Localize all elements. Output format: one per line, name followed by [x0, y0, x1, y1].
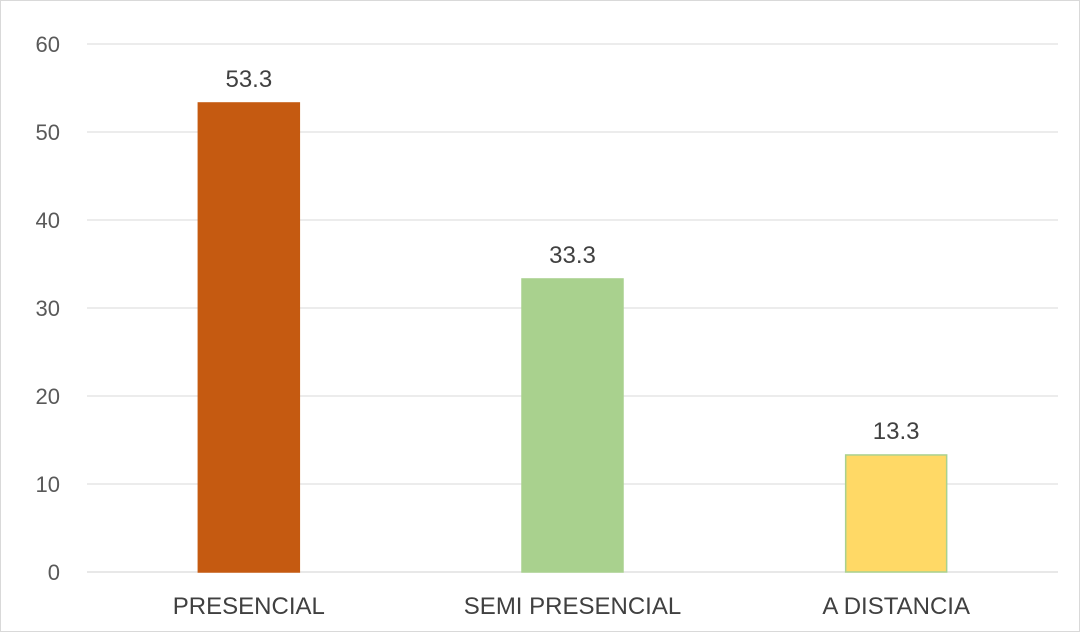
y-tick-label: 30 [36, 296, 60, 321]
x-category-label: PRESENCIAL [173, 593, 325, 620]
data-labels: 53.3 33.3 13.3 [225, 66, 919, 445]
bars [197, 102, 948, 573]
bar-a-distancia [844, 454, 948, 573]
x-category-label: A DISTANCIA [822, 593, 970, 620]
bar-semi-presencial [521, 278, 624, 573]
x-category-label: SEMI PRESENCIAL [464, 593, 681, 620]
data-label: 33.3 [549, 242, 596, 269]
x-axis-category-labels: PRESENCIAL SEMI PRESENCIAL A DISTANCIA [173, 593, 970, 620]
data-label: 13.3 [873, 418, 920, 445]
y-tick-label: 40 [36, 208, 60, 233]
y-tick-label: 10 [36, 472, 60, 497]
y-axis-tick-labels: 0 10 20 30 40 50 60 [36, 32, 60, 585]
data-label: 53.3 [225, 66, 272, 93]
y-tick-label: 0 [48, 560, 60, 585]
y-tick-label: 20 [36, 384, 60, 409]
bar-presencial [197, 102, 301, 573]
y-tick-label: 50 [36, 120, 60, 145]
y-tick-label: 60 [36, 32, 60, 57]
